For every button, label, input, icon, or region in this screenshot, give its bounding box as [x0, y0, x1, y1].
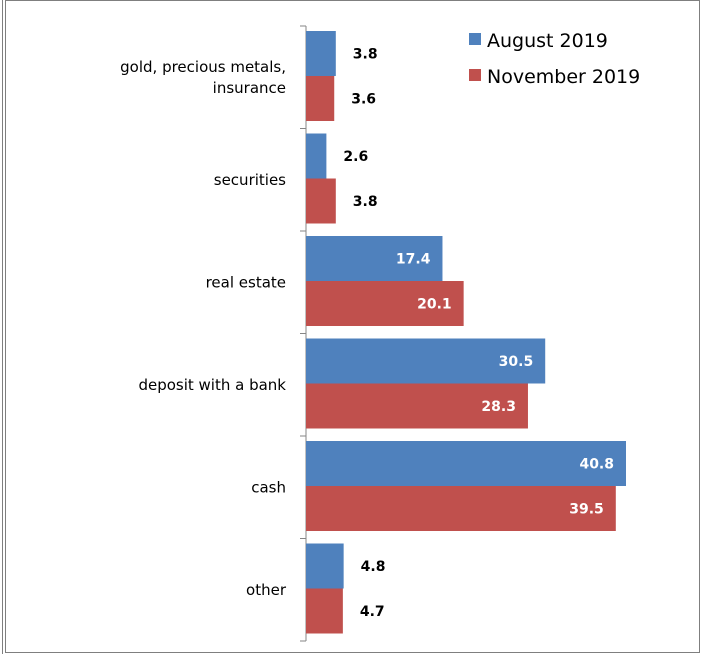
data-label: 28.3	[481, 399, 516, 415]
bar-august	[306, 543, 344, 589]
axis-layer	[300, 25, 307, 642]
data-label: 3.6	[351, 92, 376, 108]
data-label: 4.8	[361, 559, 386, 575]
category-label: cash	[251, 478, 286, 496]
data-label: 20.1	[417, 297, 452, 313]
data-label: 39.5	[569, 502, 604, 518]
data-label: 17.4	[396, 252, 431, 268]
bar-november	[306, 178, 336, 224]
category-label: insurance	[213, 79, 286, 97]
legend-swatch-august	[469, 33, 481, 45]
bar-august	[306, 441, 626, 486]
legend-label-november: November 2019	[487, 66, 640, 88]
data-label: 30.5	[499, 354, 534, 370]
data-label: 3.8	[353, 194, 378, 210]
category-label: securities	[214, 171, 286, 189]
category-label: gold, precious metals,	[120, 58, 286, 76]
data-label: 4.7	[360, 604, 385, 620]
bar-august	[306, 133, 327, 179]
bar-august	[306, 236, 443, 281]
category-label: deposit with a bank	[138, 376, 286, 394]
category-label: other	[246, 581, 287, 599]
bar-november	[306, 383, 528, 429]
bars-layer	[306, 31, 626, 634]
bar-november	[306, 281, 464, 326]
chart-border	[5, 0, 700, 653]
labels-layer: gold, precious metals, insurance 3.8 3.6 sec…	[120, 47, 614, 621]
bar-august	[306, 31, 336, 76]
legend-swatch-november	[469, 69, 481, 81]
data-label: 2.6	[343, 149, 368, 165]
data-label: 3.8	[353, 47, 378, 63]
legend-label-august: August 2019	[487, 30, 608, 52]
bar-november	[306, 486, 616, 531]
data-label: 40.8	[579, 457, 614, 473]
bar-november	[306, 76, 335, 121]
bar-august	[306, 338, 546, 384]
legend: August 2019 November 2019	[469, 30, 640, 88]
bar-november	[306, 588, 343, 634]
category-label: real estate	[206, 273, 286, 291]
